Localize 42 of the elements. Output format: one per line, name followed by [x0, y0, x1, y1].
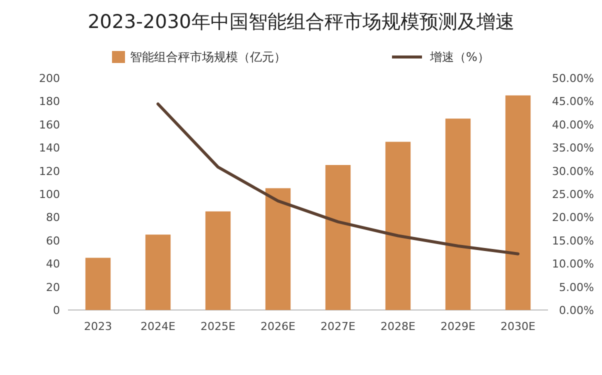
x-tick-label: 2024E [140, 320, 176, 333]
x-tick-label: 2027E [320, 320, 356, 333]
y2-tick-label: 40.00% [552, 118, 594, 132]
y2-tick-label: 35.00% [552, 142, 594, 155]
bar [85, 258, 111, 310]
y-tick-label: 100 [39, 188, 60, 201]
bar [385, 142, 411, 310]
x-tick-label: 2025E [200, 320, 236, 333]
x-tick-label: 2023 [84, 320, 112, 333]
y2-tick-label: 50.00% [552, 72, 594, 85]
y-tick-label: 80 [46, 211, 60, 224]
y2-tick-label: 30.00% [552, 164, 594, 178]
y2-tick-label: 45.00% [552, 95, 594, 108]
y2-tick-label: 20.00% [552, 211, 594, 224]
bar [505, 95, 531, 310]
y-tick-label: 40 [46, 258, 60, 271]
y2-tick-label: 5.00% [559, 280, 594, 294]
y-tick-label: 0 [53, 304, 60, 317]
legend-label: 智能组合秤市场规模（亿元） [130, 50, 286, 64]
chart-title: 2023-2030年中国智能组合秤市场规模预测及增速 [88, 11, 514, 33]
y2-tick-label: 0.00% [559, 304, 594, 317]
bar [145, 234, 171, 310]
x-tick-label: 2030E [500, 320, 536, 333]
x-tick-label: 2028E [380, 320, 416, 333]
y-tick-label: 160 [39, 118, 60, 132]
y-tick-label: 20 [46, 280, 60, 294]
y-tick-label: 120 [39, 164, 60, 178]
bar [265, 188, 291, 310]
bar [205, 211, 231, 310]
y2-tick-label: 25.00% [552, 188, 594, 201]
y2-tick-label: 10.00% [552, 258, 594, 271]
y-tick-label: 200 [39, 72, 60, 85]
y-tick-label: 180 [39, 95, 60, 108]
bar [325, 165, 351, 310]
x-tick-label: 2029E [440, 320, 476, 333]
line-series [156, 102, 520, 256]
y-tick-label: 140 [39, 142, 60, 155]
bar [445, 118, 471, 310]
legend-label: 增速（%） [429, 50, 490, 64]
x-tick-label: 2026E [260, 320, 296, 333]
y-tick-label: 60 [46, 234, 60, 248]
y2-tick-label: 15.00% [552, 234, 594, 248]
